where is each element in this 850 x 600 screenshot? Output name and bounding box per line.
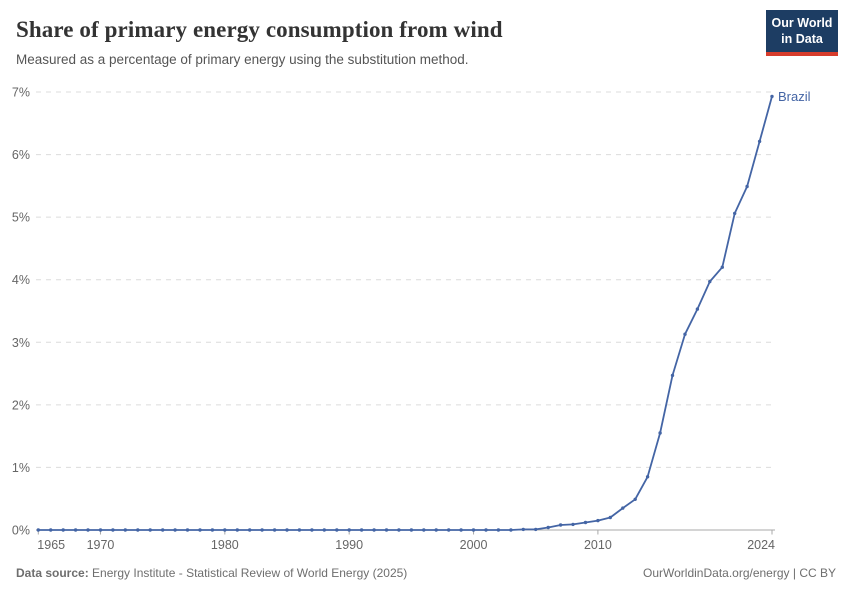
data-point[interactable] <box>36 528 40 532</box>
data-point[interactable] <box>708 279 712 284</box>
data-point[interactable] <box>73 528 78 532</box>
data-point[interactable] <box>670 373 675 378</box>
data-point[interactable] <box>49 528 53 532</box>
data-point[interactable] <box>770 94 774 99</box>
y-axis-tick-label: 2% <box>12 398 30 412</box>
chart-footer: Data source: Energy Institute - Statisti… <box>16 566 836 580</box>
y-axis-tick-label: 1% <box>12 461 30 475</box>
data-point[interactable] <box>98 528 103 532</box>
line-chart: 0% 1% 2% 3% 4% 5% 6% 7% 1965 1970 1980 1990 2000 2010… <box>0 80 850 560</box>
data-point[interactable] <box>621 506 625 510</box>
data-point[interactable] <box>733 211 737 216</box>
x-axis-tick-label: 1970 <box>87 538 115 552</box>
data-point[interactable] <box>272 528 277 532</box>
data-point[interactable] <box>496 528 501 532</box>
data-point[interactable] <box>558 523 563 527</box>
data-point[interactable] <box>148 528 152 532</box>
data-point[interactable] <box>521 527 525 532</box>
data-point[interactable] <box>372 528 376 532</box>
data-point[interactable] <box>248 528 252 532</box>
data-point[interactable] <box>583 520 588 525</box>
data-point[interactable] <box>534 527 538 532</box>
y-axis-tick-label: 3% <box>12 336 30 350</box>
data-point[interactable] <box>596 518 600 523</box>
data-point[interactable] <box>285 528 289 532</box>
owid-logo: Our World in Data <box>766 10 838 56</box>
data-point[interactable] <box>571 522 575 527</box>
data-point[interactable] <box>757 139 762 144</box>
data-point[interactable] <box>310 528 314 532</box>
y-axis-tick-label: 7% <box>12 86 30 100</box>
data-point[interactable] <box>61 528 65 532</box>
series-line[interactable] <box>37 95 773 531</box>
data-point[interactable] <box>198 528 202 532</box>
data-point[interactable] <box>322 528 326 532</box>
data-point[interactable] <box>434 528 438 532</box>
y-axis-tick-label: 4% <box>12 273 30 287</box>
chart-canvas: 0% 1% 2% 3% 4% 5% 6% 7% 1965 1970 1980 1990 2000 2010… <box>12 86 811 553</box>
series-end-label[interactable]: Brazil <box>778 89 811 104</box>
data-point[interactable] <box>484 528 488 532</box>
data-point[interactable] <box>409 528 414 532</box>
data-point[interactable] <box>509 528 513 532</box>
data-point[interactable] <box>173 528 177 532</box>
data-source-note: Data source: Energy Institute - Statisti… <box>16 566 407 580</box>
data-point[interactable] <box>347 528 351 532</box>
y-axis-tick-label: 5% <box>12 211 30 225</box>
data-point[interactable] <box>235 528 239 532</box>
page-title: Share of primary energy consumption from… <box>16 17 503 42</box>
owid-logo-line2: in Data <box>781 32 823 47</box>
data-point[interactable] <box>447 528 451 532</box>
y-axis-tick-label: 0% <box>12 524 30 538</box>
data-point[interactable] <box>645 475 650 479</box>
data-point[interactable] <box>210 528 215 532</box>
x-axis-tick-label: 2000 <box>460 538 488 552</box>
data-point[interactable] <box>745 184 749 189</box>
data-point[interactable] <box>695 307 700 311</box>
data-point[interactable] <box>384 528 389 532</box>
data-point[interactable] <box>658 431 662 435</box>
owid-license-link[interactable]: OurWorldinData.org/energy | CC BY <box>643 566 836 580</box>
data-point[interactable] <box>422 528 426 532</box>
y-axis-tick-label: 6% <box>12 148 30 162</box>
data-point[interactable] <box>260 528 264 532</box>
x-axis-tick-label: 1965 <box>37 538 65 552</box>
data-point[interactable] <box>335 528 339 532</box>
data-point[interactable] <box>608 515 612 520</box>
data-source-text: Energy Institute - Statistical Review of… <box>88 566 408 580</box>
x-axis-tick-label: 2024 <box>747 538 775 552</box>
data-source-label: Data source: <box>16 566 89 580</box>
data-point[interactable] <box>359 528 364 532</box>
data-point[interactable] <box>86 528 90 532</box>
page-subtitle: Measured as a percentage of primary ener… <box>16 52 469 67</box>
data-point[interactable] <box>297 528 302 532</box>
data-point[interactable] <box>633 497 637 501</box>
x-axis-tick-label: 2010 <box>584 538 612 552</box>
data-point[interactable] <box>111 528 115 532</box>
owid-logo-line1: Our World <box>771 16 833 30</box>
data-point[interactable] <box>471 528 476 532</box>
data-point[interactable] <box>459 528 463 532</box>
data-point[interactable] <box>683 332 687 336</box>
data-point[interactable] <box>223 528 227 532</box>
data-point[interactable] <box>720 265 724 269</box>
data-point[interactable] <box>397 528 401 532</box>
data-point[interactable] <box>123 528 128 532</box>
x-axis-tick-label: 1980 <box>211 538 239 552</box>
data-point[interactable] <box>185 528 190 532</box>
data-point[interactable] <box>546 525 550 530</box>
x-axis-tick-label: 1990 <box>335 538 363 552</box>
chart-header: Share of primary energy consumption from… <box>0 0 850 80</box>
data-point[interactable] <box>136 528 140 532</box>
data-point[interactable] <box>161 528 165 532</box>
